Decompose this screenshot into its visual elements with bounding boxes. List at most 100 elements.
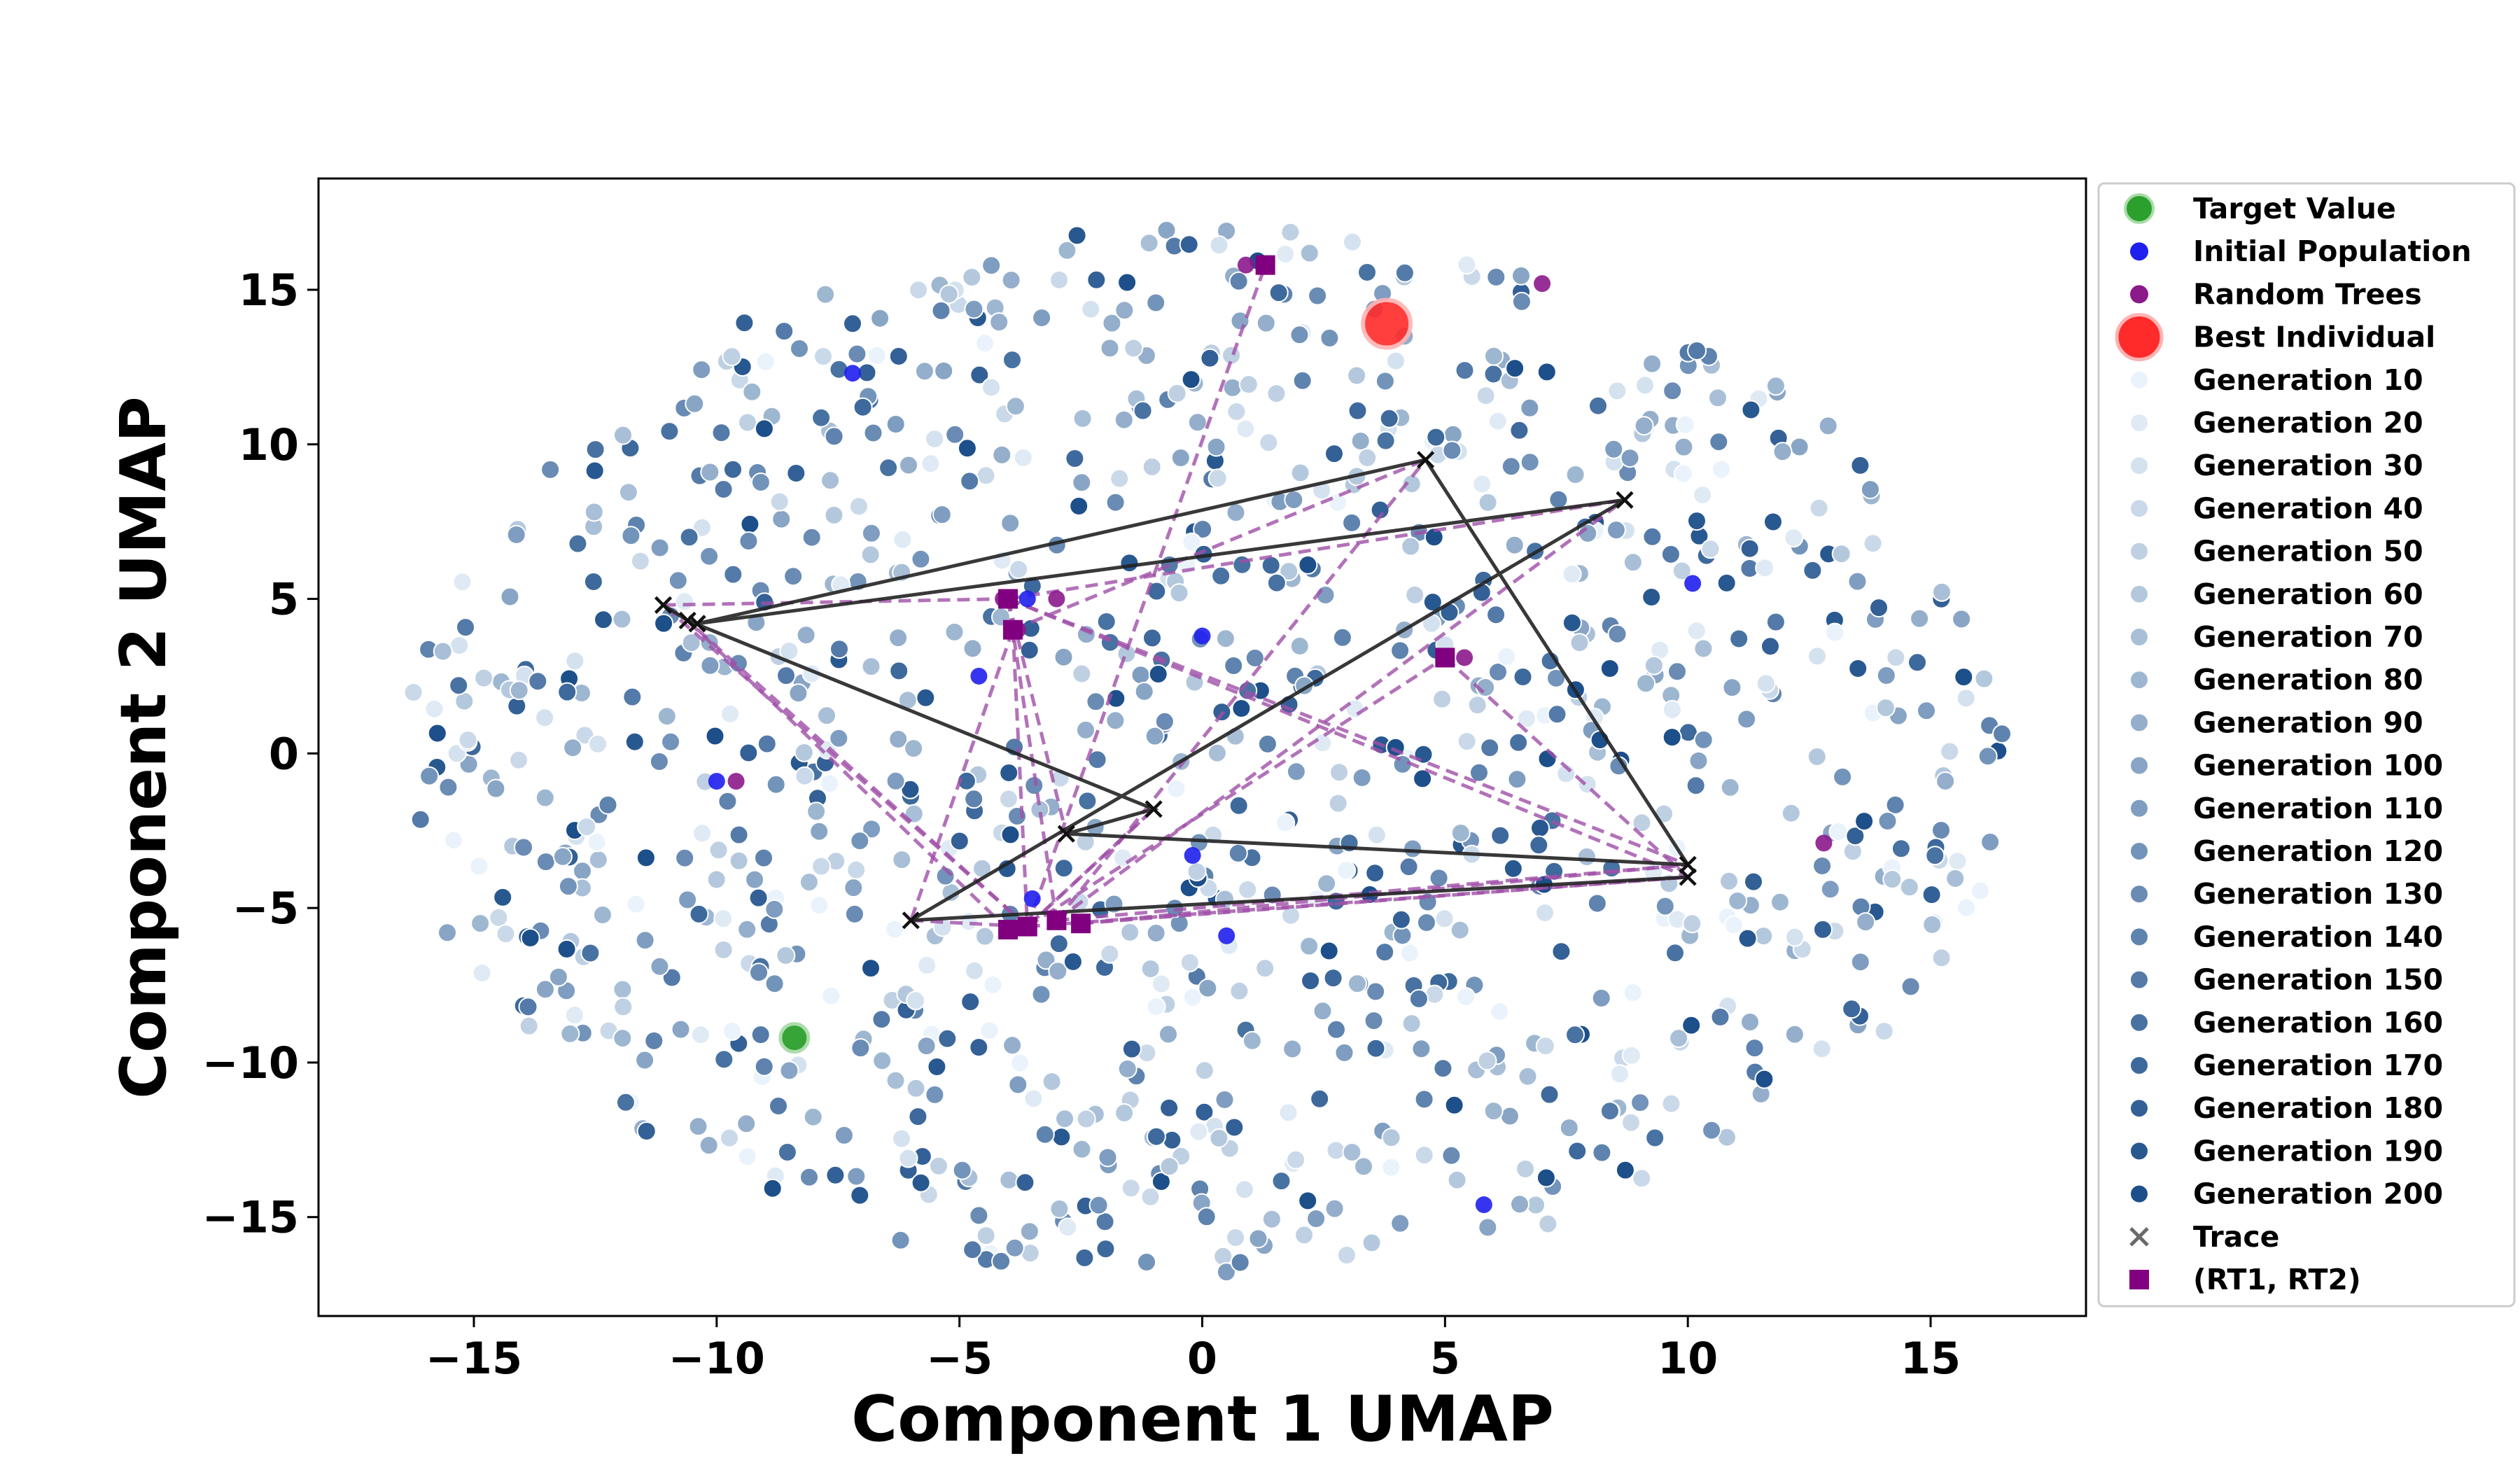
- generation-point: [960, 471, 980, 491]
- generation-point: [1088, 1195, 1109, 1215]
- rt-pair-marker: [1071, 913, 1091, 934]
- generation-point: [1907, 652, 1927, 673]
- generation-point: [1850, 952, 1870, 972]
- generation-point: [1336, 1245, 1357, 1265]
- legend-entry: Generation 10: [2129, 363, 2423, 397]
- generation-point: [650, 538, 670, 558]
- generation-point: [636, 848, 656, 868]
- generation-point: [1214, 1090, 1235, 1110]
- generation-point: [1390, 640, 1410, 661]
- generation-point: [1076, 1109, 1096, 1129]
- rt-link: [686, 619, 1029, 928]
- generation-point: [706, 869, 727, 890]
- generation-point: [1781, 803, 1801, 823]
- generation-point: [1508, 732, 1529, 752]
- generation-point: [1483, 364, 1504, 384]
- generation-point: [410, 809, 430, 830]
- generation-point: [1275, 244, 1296, 264]
- generation-point: [509, 680, 529, 701]
- generation-point: [1457, 732, 1477, 752]
- generation-point: [1362, 1233, 1382, 1253]
- generation-point: [1376, 430, 1396, 451]
- rt-link: [909, 629, 1015, 921]
- generation-point: [917, 955, 937, 975]
- generation-point: [1708, 388, 1728, 408]
- generation-point: [1379, 408, 1399, 428]
- generation-point: [700, 462, 720, 482]
- generation-point: [1312, 1001, 1333, 1021]
- generation-point: [1760, 636, 1780, 657]
- legend-marker: [2129, 670, 2149, 690]
- generation-point: [949, 831, 969, 851]
- generation-point: [1754, 926, 1774, 946]
- initial-population-point: [1218, 927, 1236, 944]
- generation-point: [1634, 416, 1654, 436]
- generation-point: [1607, 381, 1628, 401]
- rt-link: [1443, 656, 1689, 878]
- y-axis-ticks: −15 −10 −5 0 5 10 15: [202, 265, 318, 1243]
- generation-point: [774, 321, 794, 342]
- generation-point: [989, 312, 1009, 332]
- legend-label: Generation 10: [2193, 363, 2423, 397]
- legend-marker: [2129, 798, 2149, 818]
- legend-marker: [2129, 1227, 2149, 1247]
- generation-point: [1875, 698, 1896, 718]
- generation-point: [737, 919, 757, 939]
- x-tick-label: 15: [1900, 1333, 1961, 1384]
- generation-point: [1931, 948, 1952, 968]
- generation-point: [1010, 1053, 1030, 1073]
- generation-point: [1100, 944, 1120, 964]
- generation-point: [1672, 561, 1692, 581]
- generation-point: [1977, 746, 1998, 766]
- generation-point: [520, 928, 540, 948]
- generation-point: [1209, 235, 1229, 255]
- generation-point: [1013, 447, 1033, 468]
- generation-point: [1334, 1042, 1354, 1063]
- generation-point: [1562, 612, 1582, 633]
- generation-point: [1411, 1039, 1432, 1059]
- generation-point: [776, 666, 796, 686]
- generation-point: [1712, 459, 1731, 479]
- generation-point: [1342, 1142, 1362, 1162]
- generation-point: [1226, 1228, 1245, 1247]
- generation-point: [1292, 370, 1312, 391]
- generation-point: [1765, 376, 1786, 396]
- generation-point: [850, 1185, 870, 1205]
- generation-point: [1179, 234, 1199, 255]
- generation-point: [1299, 243, 1320, 263]
- generation-point: [757, 734, 777, 754]
- generation-point: [1772, 442, 1793, 462]
- generation-point: [861, 657, 881, 677]
- generation-point: [1242, 1030, 1262, 1051]
- generation-point: [1700, 539, 1721, 559]
- generation-point: [573, 861, 592, 881]
- generation-point: [1850, 455, 1870, 475]
- generation-point: [1095, 1212, 1115, 1232]
- legend-label: Generation 20: [2193, 406, 2423, 440]
- generation-point: [1105, 492, 1126, 512]
- generation-point: [848, 496, 869, 517]
- generation-point: [1686, 621, 1707, 641]
- generation-point: [965, 960, 985, 981]
- generation-point: [847, 344, 867, 364]
- generation-point: [1009, 559, 1029, 580]
- random-tree-point: [1815, 834, 1833, 852]
- generation-point: [1891, 839, 1911, 859]
- legend-entry: Generation 140: [2129, 920, 2443, 953]
- generation-point: [1224, 1117, 1245, 1138]
- generation-point: [1102, 313, 1122, 333]
- generation-point: [1486, 267, 1506, 287]
- generation-point: [699, 546, 720, 566]
- x-tick-label: 5: [1430, 1333, 1460, 1384]
- generation-point: [862, 819, 882, 839]
- generation-point: [552, 846, 573, 867]
- legend-marker: [2129, 627, 2149, 647]
- generation-point: [630, 551, 650, 571]
- generation-point: [755, 351, 776, 372]
- generation-point: [1261, 1209, 1282, 1229]
- generation-point: [1255, 958, 1275, 979]
- generation-point: [675, 592, 694, 612]
- generation-point: [722, 346, 742, 367]
- generation-point: [1187, 412, 1208, 433]
- generation-point: [1004, 1238, 1025, 1258]
